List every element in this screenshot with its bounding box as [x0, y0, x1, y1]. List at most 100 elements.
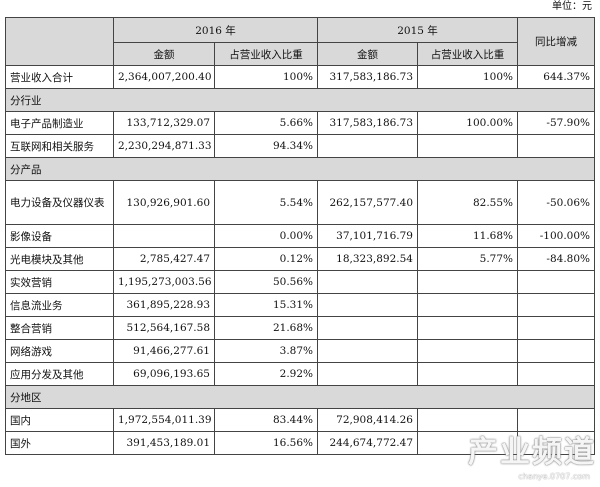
section-product: 分产品 [5, 157, 595, 181]
header-ratio-2015: 占营业收入比重 [417, 42, 518, 66]
header-year-2015: 2015 年 [317, 17, 518, 43]
ratio-2016: 50.56% [214, 270, 318, 294]
amount-2015 [317, 293, 418, 317]
table-row: 实效营销 1,195,273,003.56 50.56% [5, 270, 595, 294]
header-year-2016: 2016 年 [113, 17, 318, 43]
ratio-2015 [417, 270, 518, 294]
ratio-2016: 2.92% [214, 362, 318, 386]
total-row: 营业收入合计 2,364,007,200.40 100% 317,583,186… [5, 65, 595, 89]
header-row-years: 2016 年 2015 年 同比增减 [5, 17, 595, 66]
section-label: 分行业 [5, 88, 595, 112]
ratio-2016: 0.12% [214, 247, 318, 271]
ratio-2015 [417, 316, 518, 340]
ratio-2016: 21.68% [214, 316, 318, 340]
amount-2015: 72,908,414.26 [317, 408, 418, 432]
section-region: 分地区 [5, 385, 595, 409]
unit-label: 单位：元 [552, 1, 592, 12]
row-label: 网络游戏 [5, 339, 114, 363]
amount-2016: 512,564,167.58 [113, 316, 215, 340]
row-label: 光电模块及其他 [5, 247, 114, 271]
amount-2015 [317, 339, 418, 363]
amount-2016: 361,895,228.93 [113, 293, 215, 317]
ratio-2016: 5.66% [214, 111, 318, 135]
amount-2016 [113, 224, 215, 248]
row-label: 实效营销 [5, 270, 114, 294]
amount-2016: 1,195,273,003.56 [113, 270, 215, 294]
yoy-change: 644.37% [517, 65, 595, 89]
amount-2016: 391,453,189.01 [113, 431, 215, 455]
amount-2016: 2,230,294,871.33 [113, 134, 215, 158]
ratio-2016: 5.54% [214, 180, 318, 225]
row-label: 影像设备 [5, 224, 114, 248]
header-ratio-2016: 占营业收入比重 [214, 42, 318, 66]
yoy-change: -100.00% [517, 224, 595, 248]
yoy-change [517, 134, 595, 158]
ratio-2015: 5.77% [417, 247, 518, 271]
ratio-2016: 15.31% [214, 293, 318, 317]
table-row: 电力设备及仪器仪表 130,926,901.60 5.54% 262,157,577.… [5, 180, 595, 225]
yoy-change [517, 431, 595, 455]
yoy-change: -57.90% [517, 111, 595, 135]
yoy-change [517, 362, 595, 386]
section-label: 分产品 [5, 157, 595, 181]
table-row: 国外 391,453,189.01 16.56% 244,674,772.47 [5, 431, 595, 455]
revenue-table: 2016 年 2015 年 同比增减 金额 占营业收入比重 金额 占营业收入比重… [5, 17, 595, 455]
table-row: 网络游戏 91,466,277.61 3.87% [5, 339, 595, 363]
row-label: 应用分发及其他 [5, 362, 114, 386]
amount-2016: 133,712,329.07 [113, 111, 215, 135]
yoy-change [517, 270, 595, 294]
amount-2015: 244,674,772.47 [317, 431, 418, 455]
header-yoy: 同比增减 [517, 17, 595, 66]
ratio-2015 [417, 134, 518, 158]
section-industry: 分行业 [5, 88, 595, 112]
watermark-url: chanye.0707.com [518, 472, 590, 481]
row-label: 电力设备及仪器仪表 [5, 180, 114, 225]
ratio-2016: 16.56% [214, 431, 318, 455]
table-row: 电子产品制造业 133,712,329.07 5.66% 317,583,186.73… [5, 111, 595, 135]
amount-2015 [317, 270, 418, 294]
header-blank-cell [5, 17, 114, 66]
amount-2015: 317,583,186.73 [317, 111, 418, 135]
ratio-2016: 83.44% [214, 408, 318, 432]
amount-2016: 2,785,427.47 [113, 247, 215, 271]
yoy-change [517, 339, 595, 363]
yoy-change [517, 316, 595, 340]
table-row: 国内 1,972,554,011.39 83.44% 72,908,414.26 [5, 408, 595, 432]
row-label: 电子产品制造业 [5, 111, 114, 135]
ratio-2015: 82.55% [417, 180, 518, 225]
amount-2016: 1,972,554,011.39 [113, 408, 215, 432]
amount-2015: 317,583,186.73 [317, 65, 418, 89]
amount-2015: 18,323,892.54 [317, 247, 418, 271]
yoy-change: -50.06% [517, 180, 595, 225]
ratio-2015: 100.00% [417, 111, 518, 135]
amount-2015 [317, 316, 418, 340]
row-label: 国内 [5, 408, 114, 432]
ratio-2015 [417, 408, 518, 432]
ratio-2016: 0.00% [214, 224, 318, 248]
table-row: 整合营销 512,564,167.58 21.68% [5, 316, 595, 340]
row-label: 互联网和相关服务 [5, 134, 114, 158]
ratio-2016: 94.34% [214, 134, 318, 158]
ratio-2016: 3.87% [214, 339, 318, 363]
yoy-change: -84.80% [517, 247, 595, 271]
ratio-2015 [417, 293, 518, 317]
amount-2016: 91,466,277.61 [113, 339, 215, 363]
table-row: 互联网和相关服务 2,230,294,871.33 94.34% [5, 134, 595, 158]
ratio-2016: 100% [214, 65, 318, 89]
row-label: 营业收入合计 [5, 65, 114, 89]
amount-2015 [317, 362, 418, 386]
yoy-change [517, 293, 595, 317]
header-amount-2015: 金额 [317, 42, 418, 66]
row-label: 信息流业务 [5, 293, 114, 317]
table-row: 光电模块及其他 2,785,427.47 0.12% 18,323,892.54 5.7… [5, 247, 595, 271]
amount-2015 [317, 134, 418, 158]
row-label: 国外 [5, 431, 114, 455]
table-row: 信息流业务 361,895,228.93 15.31% [5, 293, 595, 317]
table-row: 应用分发及其他 69,096,193.65 2.92% [5, 362, 595, 386]
ratio-2015 [417, 339, 518, 363]
amount-2016: 69,096,193.65 [113, 362, 215, 386]
ratio-2015 [417, 362, 518, 386]
yoy-change [517, 408, 595, 432]
amount-2016: 130,926,901.60 [113, 180, 215, 225]
amount-2015: 262,157,577.40 [317, 180, 418, 225]
